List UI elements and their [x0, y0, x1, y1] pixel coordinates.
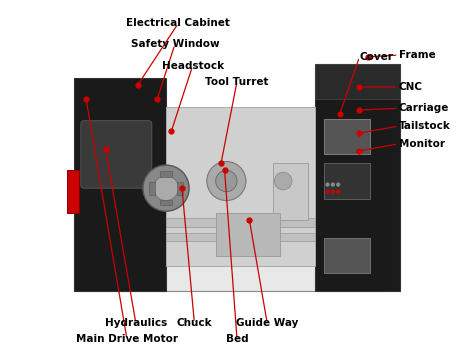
FancyBboxPatch shape [81, 121, 152, 188]
Circle shape [143, 165, 189, 211]
Text: Hydraulics: Hydraulics [105, 318, 167, 328]
Text: Headstock: Headstock [162, 61, 224, 71]
Circle shape [154, 176, 178, 201]
Text: Cover: Cover [359, 52, 393, 62]
Circle shape [325, 190, 329, 194]
Text: Tailstock: Tailstock [399, 121, 450, 131]
Text: Carriage: Carriage [399, 103, 449, 113]
Polygon shape [73, 170, 386, 291]
Circle shape [336, 182, 340, 187]
Circle shape [325, 182, 329, 187]
Text: Chuck: Chuck [177, 318, 212, 328]
Bar [67, 170, 79, 213]
Bar [160, 171, 173, 177]
Text: Electrical Cabinet: Electrical Cabinet [127, 18, 230, 28]
Text: Frame: Frame [399, 50, 435, 60]
Text: Bed: Bed [226, 334, 248, 344]
Polygon shape [315, 64, 401, 291]
Text: CNC: CNC [399, 82, 422, 92]
Bar [166, 233, 315, 241]
Circle shape [336, 190, 340, 194]
Circle shape [331, 190, 335, 194]
Polygon shape [315, 64, 401, 99]
Text: Guide Way: Guide Way [236, 318, 298, 328]
Circle shape [216, 170, 237, 192]
Text: Main Drive Motor: Main Drive Motor [76, 334, 178, 344]
Circle shape [331, 182, 335, 187]
Text: Safety Window: Safety Window [130, 39, 219, 49]
Text: Monitor: Monitor [399, 139, 445, 149]
Polygon shape [73, 78, 166, 291]
Bar [177, 182, 183, 195]
Bar [149, 182, 155, 195]
Polygon shape [166, 106, 315, 266]
Bar [324, 238, 370, 273]
Bar [160, 200, 173, 205]
Text: Tool Turret: Tool Turret [205, 77, 269, 87]
Bar [273, 163, 308, 220]
Bar [166, 218, 315, 227]
Bar [324, 163, 370, 199]
Bar [216, 213, 280, 256]
Circle shape [274, 172, 292, 190]
Circle shape [207, 162, 246, 201]
Bar [324, 119, 370, 154]
